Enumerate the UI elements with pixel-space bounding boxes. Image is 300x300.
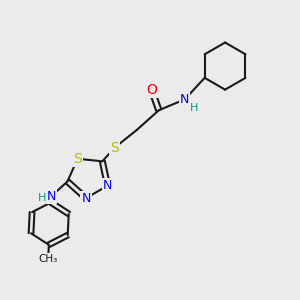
Text: O: O	[146, 82, 157, 97]
Text: N: N	[81, 192, 91, 205]
Text: N: N	[103, 179, 112, 192]
Text: S: S	[110, 141, 119, 154]
Text: S: S	[73, 152, 82, 166]
Text: H: H	[189, 103, 198, 112]
Text: N: N	[46, 190, 56, 203]
Text: N: N	[180, 93, 189, 106]
Text: CH₃: CH₃	[38, 254, 58, 263]
Text: H: H	[38, 193, 46, 203]
